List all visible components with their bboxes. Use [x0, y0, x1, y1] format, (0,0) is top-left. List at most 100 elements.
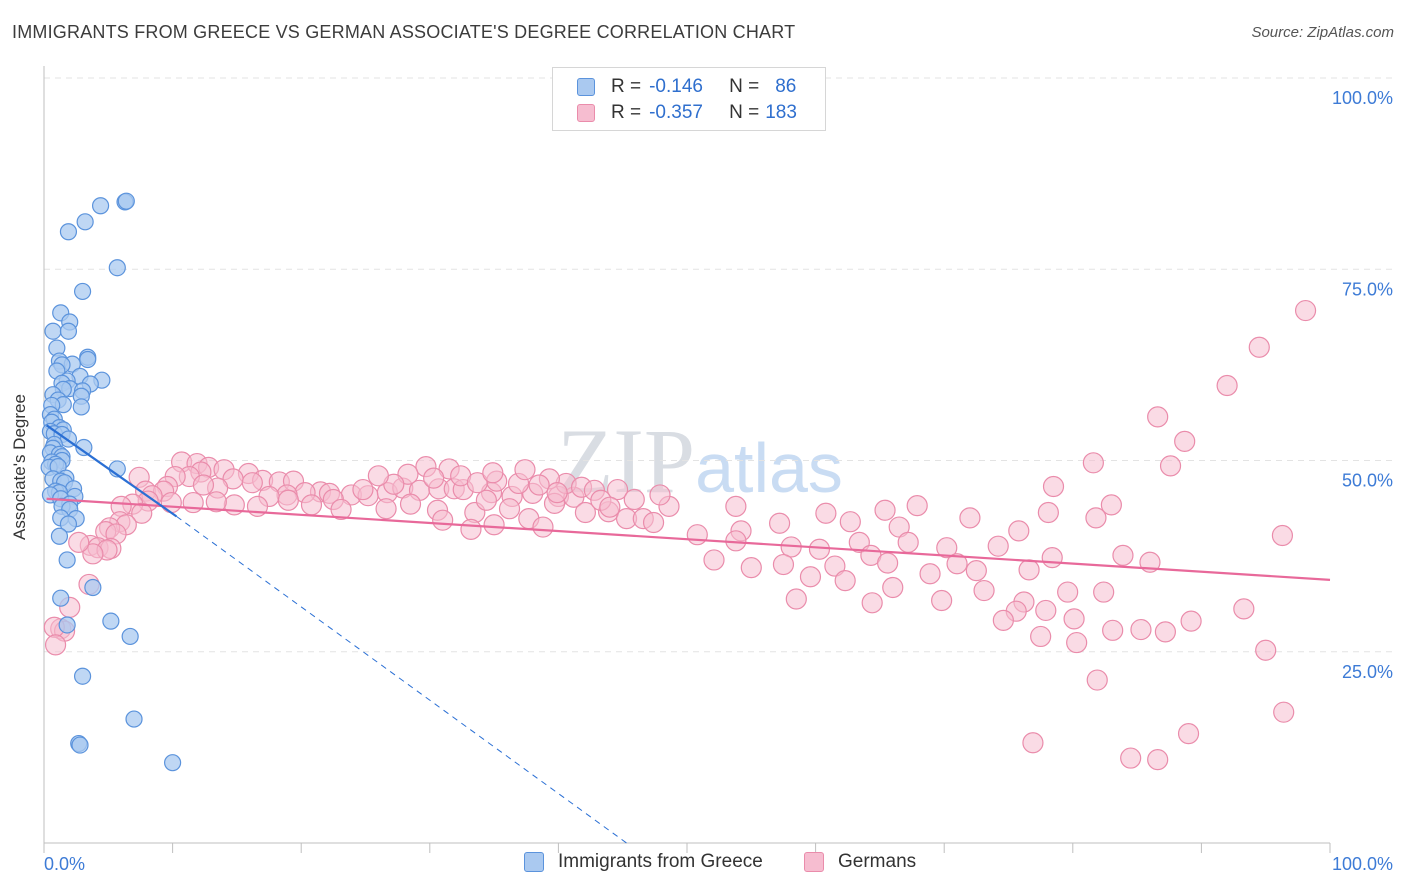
german-point	[834, 570, 856, 592]
source-credit: Source: ZipAtlas.com	[1251, 24, 1394, 41]
greece-point	[121, 627, 139, 646]
series-name: Immigrants from Greece	[558, 851, 763, 872]
german-point	[1177, 723, 1200, 745]
german-point	[1093, 581, 1115, 603]
greece-point	[59, 322, 78, 340]
greece-point	[73, 282, 92, 301]
german-point	[973, 579, 995, 602]
german-point	[1112, 544, 1134, 566]
greece-point	[59, 515, 78, 533]
greece-trend-extension	[176, 515, 627, 844]
german-point	[482, 462, 504, 484]
legend-row-greece: R = -0.146 N = 86	[577, 75, 796, 99]
german-point	[1018, 559, 1040, 581]
greece-point	[108, 259, 126, 277]
greece-point	[164, 754, 182, 772]
german-point	[1147, 406, 1169, 428]
german-point	[1120, 747, 1142, 769]
german-point	[498, 498, 521, 520]
german-point	[483, 514, 505, 536]
greece-point	[79, 350, 97, 369]
german-point	[1273, 701, 1295, 723]
greece-point	[76, 213, 94, 231]
german-point	[1066, 631, 1088, 654]
german-point	[772, 553, 795, 576]
german-point	[642, 511, 665, 534]
german-point	[1063, 608, 1085, 630]
german-point	[897, 531, 919, 553]
german-point	[906, 495, 928, 517]
german-point	[965, 560, 987, 582]
greece-point	[44, 322, 62, 340]
german-point	[241, 472, 263, 494]
german-point	[1248, 336, 1270, 358]
german-point	[839, 511, 861, 533]
german-point	[649, 484, 671, 506]
german-point	[992, 609, 1014, 631]
german-point	[1102, 619, 1124, 641]
german-point	[367, 465, 389, 487]
r-value: -0.357	[649, 102, 703, 123]
greece-point	[58, 616, 76, 634]
german-point	[877, 552, 899, 574]
german-point	[546, 482, 568, 504]
greece-point	[58, 551, 76, 569]
german-point	[1082, 452, 1104, 474]
german-point	[882, 576, 904, 599]
r-value: -0.146	[649, 76, 703, 97]
german-point	[44, 634, 67, 656]
chart-title: IMMIGRANTS FROM GREECE VS GERMAN ASSOCIA…	[12, 22, 796, 42]
german-point	[1057, 581, 1079, 603]
german-point	[808, 538, 831, 560]
greece-point	[72, 398, 90, 416]
german-point	[799, 566, 822, 588]
german-point	[1030, 625, 1052, 648]
n-label: N =	[729, 76, 760, 97]
german-point	[192, 474, 215, 496]
german-point	[1086, 669, 1108, 691]
german-point	[936, 537, 958, 559]
series-name: Germans	[838, 851, 917, 872]
german-point	[1255, 639, 1277, 661]
german-point	[959, 507, 981, 529]
german-point	[1008, 520, 1030, 542]
x-tick-label: 100.0%	[1332, 854, 1393, 874]
german-point	[1041, 547, 1063, 569]
n-value: 86	[775, 76, 797, 97]
german-point	[460, 518, 482, 540]
german-point	[1271, 524, 1294, 547]
german-point	[131, 502, 153, 524]
german-point	[300, 494, 323, 516]
german-point	[160, 491, 182, 514]
german-point	[1159, 455, 1182, 477]
r-label: R =	[611, 76, 642, 97]
german-point	[1233, 598, 1255, 620]
correlation-legend: R = -0.146 N = 86 R = -0.357 N = 183	[552, 67, 826, 131]
y-tick-label: 50.0%	[1342, 471, 1393, 491]
german-point	[475, 489, 497, 511]
german-point	[1180, 610, 1202, 632]
y-tick-label: 25.0%	[1342, 662, 1393, 682]
german-point	[815, 502, 837, 524]
german-point	[574, 501, 597, 524]
greece-point	[91, 197, 110, 215]
german-point	[352, 478, 374, 501]
german-point	[824, 555, 846, 577]
germans-trend-line	[46, 497, 1331, 581]
german-point	[785, 588, 807, 610]
german-point	[686, 524, 708, 546]
greece-point	[102, 612, 120, 630]
german-point	[861, 592, 883, 614]
german-point	[703, 549, 725, 571]
german-point	[423, 467, 445, 489]
pink-swatch-icon	[804, 852, 824, 872]
blue-swatch-icon	[524, 852, 544, 872]
german-point	[987, 535, 1009, 557]
german-point	[182, 491, 204, 514]
german-point	[1085, 507, 1107, 529]
german-point	[1100, 494, 1122, 516]
german-point	[874, 499, 896, 521]
pink-swatch-icon	[577, 104, 595, 122]
bottom-legend-greece: Immigrants from Greece	[524, 851, 763, 873]
